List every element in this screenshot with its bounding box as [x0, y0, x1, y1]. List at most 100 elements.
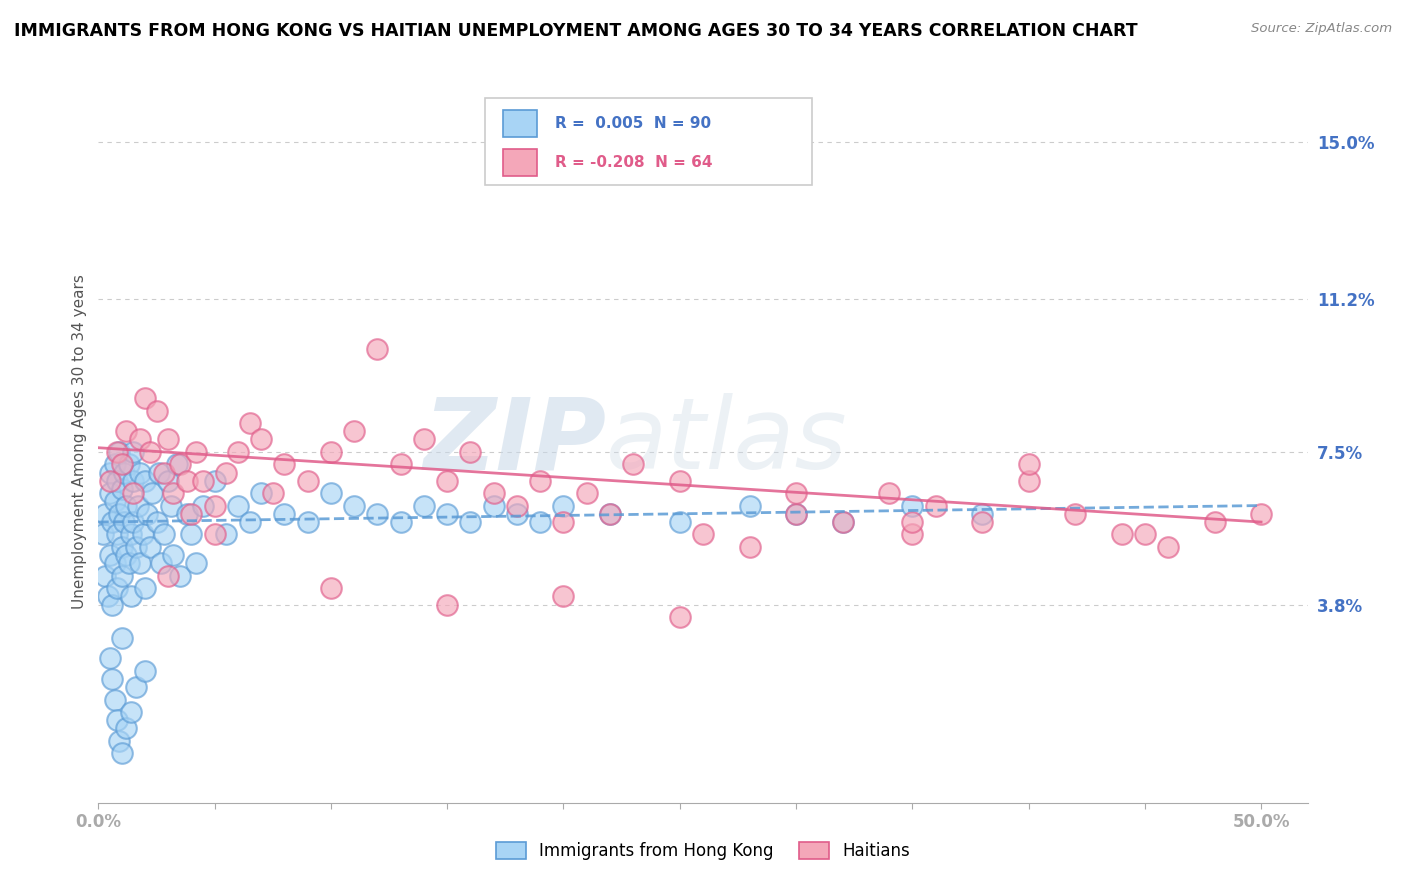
Point [101, 672, 124, 686]
Point [184, 557, 207, 571]
Point [204, 474, 226, 488]
Point [343, 499, 366, 513]
Point [877, 486, 900, 500]
Point [553, 499, 575, 513]
Point [1111, 527, 1133, 541]
Point [166, 457, 188, 471]
Point [98, 651, 121, 665]
Point [366, 342, 388, 356]
Point [785, 507, 807, 521]
Point [94, 507, 117, 521]
Point [176, 507, 198, 521]
Point [159, 499, 181, 513]
Point [145, 403, 167, 417]
Point [98, 486, 121, 500]
Point [262, 486, 284, 500]
Point [226, 445, 249, 459]
Point [1204, 515, 1226, 529]
Point [273, 457, 295, 471]
Point [506, 507, 529, 521]
Point [297, 515, 319, 529]
Point [389, 457, 412, 471]
Point [129, 466, 152, 480]
Point [366, 507, 388, 521]
Point [111, 631, 134, 645]
Point [575, 486, 598, 500]
Y-axis label: Unemployment Among Ages 30 to 34 years: Unemployment Among Ages 30 to 34 years [72, 274, 87, 609]
Point [599, 507, 621, 521]
Point [460, 515, 482, 529]
Point [150, 557, 173, 571]
Point [215, 466, 238, 480]
Point [553, 590, 575, 604]
Point [1250, 507, 1272, 521]
FancyBboxPatch shape [503, 149, 537, 177]
Point [169, 568, 191, 582]
Point [98, 474, 121, 488]
Legend: Immigrants from Hong Kong, Haitians: Immigrants from Hong Kong, Haitians [489, 835, 917, 867]
Point [122, 445, 145, 459]
Point [98, 466, 121, 480]
Point [120, 527, 142, 541]
Text: R = -0.208  N = 64: R = -0.208 N = 64 [555, 155, 713, 170]
Point [129, 433, 152, 447]
Point [180, 527, 202, 541]
Point [101, 515, 124, 529]
Point [482, 499, 505, 513]
Point [138, 540, 160, 554]
Point [176, 474, 198, 488]
Point [111, 540, 134, 554]
FancyBboxPatch shape [485, 98, 811, 185]
Point [482, 486, 505, 500]
Point [970, 507, 993, 521]
Point [120, 590, 142, 604]
Point [180, 507, 202, 521]
Point [127, 499, 149, 513]
Point [122, 486, 145, 500]
Point [152, 466, 174, 480]
Point [115, 424, 138, 438]
Point [108, 734, 131, 748]
Point [134, 664, 156, 678]
Point [115, 722, 138, 736]
Point [460, 445, 482, 459]
Point [97, 590, 120, 604]
Point [901, 515, 924, 529]
Point [901, 499, 924, 513]
Point [738, 540, 761, 554]
Text: atlas: atlas [606, 393, 848, 490]
Point [692, 527, 714, 541]
FancyBboxPatch shape [503, 110, 537, 137]
Point [553, 515, 575, 529]
Point [319, 486, 342, 500]
Point [668, 515, 690, 529]
Point [413, 499, 436, 513]
Point [131, 527, 153, 541]
Point [831, 515, 853, 529]
Point [273, 507, 295, 521]
Point [169, 457, 191, 471]
Point [118, 557, 141, 571]
Point [112, 466, 135, 480]
Point [239, 515, 262, 529]
Point [134, 581, 156, 595]
Point [104, 557, 127, 571]
Point [111, 457, 134, 471]
Point [101, 598, 124, 612]
Point [112, 515, 135, 529]
Point [1018, 457, 1040, 471]
Point [436, 474, 458, 488]
Point [738, 499, 761, 513]
Point [389, 515, 412, 529]
Point [191, 499, 214, 513]
Point [134, 474, 156, 488]
Point [1157, 540, 1180, 554]
Point [204, 527, 226, 541]
Text: ZIP: ZIP [423, 393, 606, 490]
Point [122, 515, 145, 529]
Point [105, 474, 128, 488]
Point [1133, 527, 1156, 541]
Point [111, 568, 134, 582]
Point [162, 548, 184, 562]
Point [599, 507, 621, 521]
